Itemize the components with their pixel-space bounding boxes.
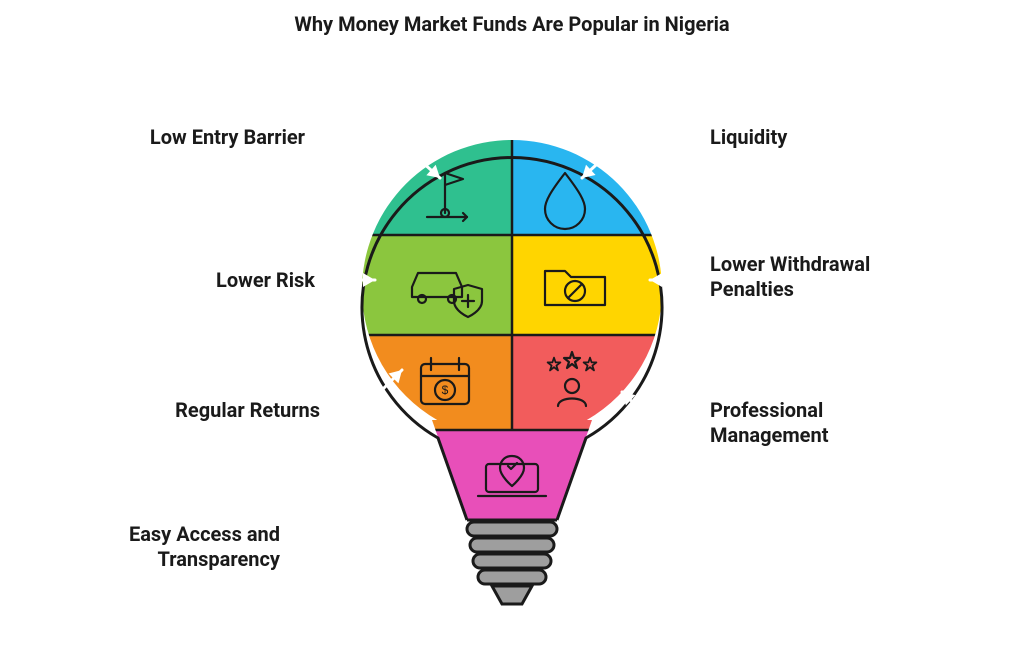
seg-easy-access bbox=[360, 430, 664, 525]
bulb-base bbox=[467, 522, 557, 604]
label-easy-access: Easy Access and Transparency bbox=[30, 522, 280, 572]
label-pro-mgmt: Professional Management bbox=[710, 398, 930, 448]
label-liquidity: Liquidity bbox=[710, 125, 970, 150]
svg-text:$: $ bbox=[442, 383, 449, 397]
label-returns: Regular Returns bbox=[100, 398, 320, 423]
label-lower-risk: Lower Risk bbox=[135, 268, 315, 293]
seg-lower-risk bbox=[360, 235, 512, 335]
infographic-stage: Why Money Market Funds Are Popular in Ni… bbox=[0, 0, 1024, 648]
seg-penalties bbox=[512, 235, 664, 335]
label-penalties: Lower Withdrawal Penalties bbox=[710, 252, 930, 302]
label-low-entry: Low Entry Barrier bbox=[45, 125, 305, 150]
